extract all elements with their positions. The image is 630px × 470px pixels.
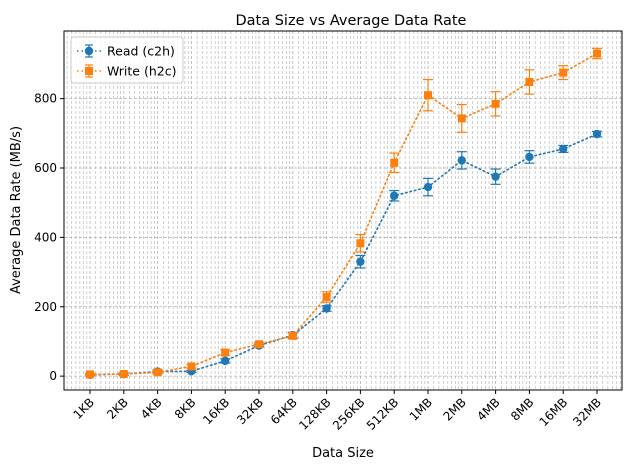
- x-tick-label: 256KB: [330, 395, 367, 432]
- legend-marker: [84, 46, 94, 56]
- y-tick-label: 200: [34, 300, 57, 314]
- x-axis-label: Data Size: [312, 446, 374, 461]
- data-point: [525, 77, 534, 86]
- data-point: [356, 257, 365, 266]
- data-point: [390, 191, 399, 200]
- data-point: [356, 239, 365, 248]
- data-point: [525, 152, 534, 162]
- data-point: [322, 293, 331, 302]
- y-axis-label: Average Data Rate (MB/s): [9, 126, 24, 294]
- y-axis: 0 200 400 600 800: [34, 92, 64, 383]
- x-tick-label: 1MB: [407, 395, 435, 423]
- x-tick-label: 32MB: [570, 395, 604, 429]
- data-point: [390, 158, 399, 167]
- legend-label: Read (c2h): [107, 44, 175, 59]
- data-point: [559, 144, 568, 154]
- data-point: [322, 304, 331, 313]
- data-point: [86, 370, 94, 379]
- y-tick-label: 800: [34, 92, 57, 106]
- data-point: [457, 156, 466, 165]
- data-point: [153, 368, 162, 377]
- series-1: [85, 47, 602, 379]
- x-tick-label: 8KB: [172, 395, 199, 422]
- series-line: [89, 52, 598, 376]
- x-tick-label: 4MB: [474, 395, 502, 423]
- data-point: [424, 91, 432, 100]
- y-tick-label: 0: [49, 369, 57, 383]
- data-point: [119, 370, 128, 379]
- x-tick-label: 4KB: [138, 395, 165, 422]
- data-point: [491, 99, 500, 108]
- x-tick-label: 16MB: [536, 395, 570, 429]
- series-0: [85, 129, 602, 379]
- x-tick-label: 16KB: [200, 395, 232, 427]
- x-tick-label: 64KB: [268, 395, 300, 427]
- legend-marker: [85, 67, 93, 75]
- chart-title: Data Size vs Average Data Rate: [236, 13, 467, 29]
- x-tick-label: 1KB: [70, 395, 97, 422]
- data-point: [592, 129, 602, 139]
- data-point: [423, 182, 433, 192]
- data-point: [221, 356, 230, 366]
- x-tick-label: 512KB: [364, 395, 401, 432]
- data-point: [559, 68, 568, 77]
- y-tick-label: 600: [34, 161, 57, 175]
- plot-frame: [63, 30, 623, 391]
- legend-box: [70, 36, 184, 84]
- data-point: [593, 49, 601, 58]
- x-tick-label: 8MB: [508, 395, 536, 423]
- data-point: [255, 340, 263, 349]
- data-point: [187, 362, 196, 371]
- series-layer: [85, 47, 602, 379]
- y-tick-label: 400: [34, 230, 57, 244]
- x-tick-label: 2MB: [440, 395, 468, 423]
- series-line: [89, 133, 598, 376]
- data-point: [221, 348, 230, 357]
- x-tick-label: 128KB: [296, 395, 333, 432]
- data-point: [491, 172, 500, 181]
- data-point: [457, 114, 466, 123]
- legend-label: Write (h2c): [107, 64, 176, 79]
- data-point: [288, 331, 297, 340]
- x-tick-label: 32KB: [234, 395, 266, 427]
- grid: [64, 31, 622, 390]
- x-tick-label: 2KB: [104, 395, 131, 422]
- legend: Read (c2h) Write (h2c): [70, 36, 184, 84]
